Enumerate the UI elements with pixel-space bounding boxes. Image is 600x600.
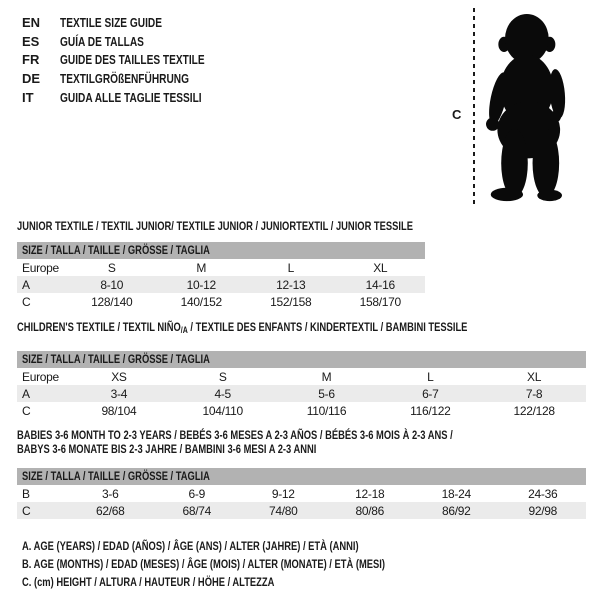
size-cell: 7-8 xyxy=(525,386,543,401)
size-cell: XS xyxy=(111,369,127,384)
language-code: DE xyxy=(22,71,41,87)
language-label: TEXTILGRÖßENFÜHRUNG xyxy=(60,71,190,87)
size-cell: S xyxy=(218,369,227,384)
table-row: C 62/68 68/74 74/80 80/86 86/92 92/98 xyxy=(17,502,586,519)
row-label: Europe xyxy=(22,260,59,275)
table-rows: Europe S M L XL A 8-10 10-12 12-13 14-16 C 128/140 1… xyxy=(17,259,425,310)
size-cell: 24-36 xyxy=(528,486,558,501)
children-size-table: CHILDREN'S TEXTILE / TEXTIL NIÑO/A / TEX… xyxy=(17,320,586,419)
language-row: FR GUIDE DES TAILLES TEXTILE xyxy=(22,51,245,70)
size-header-bar: SIZE / TALLA / TAILLE / GRÖSSE / TAGLIA xyxy=(17,242,425,259)
size-cell: 128/140 xyxy=(91,294,133,309)
row-label: C xyxy=(22,294,31,309)
size-cell: 3-6 xyxy=(102,486,119,501)
language-code: FR xyxy=(22,52,40,68)
table-row: C 98/104 104/110 110/116 116/122 122/128 xyxy=(17,402,586,419)
table-rows: Europe XS S M L XL A 3-4 4-5 5-6 6-7 7-8 C 98/104 104/… xyxy=(17,368,586,419)
language-list: EN TEXTILE SIZE GUIDE ES GUÍA DE TALLAS FR GU… xyxy=(22,13,245,107)
size-cell: L xyxy=(287,260,295,275)
size-cell: 116/122 xyxy=(410,403,451,418)
size-cell: 80/86 xyxy=(355,503,385,518)
language-row: DE TEXTILGRÖßENFÜHRUNG xyxy=(22,69,245,88)
size-cell: 12-18 xyxy=(355,486,385,501)
size-cell: XL xyxy=(527,369,542,384)
table-title-line2: BABYS 3-6 MONATE BIS 2-3 JAHRE / BAMBINI… xyxy=(17,442,317,456)
table-title: CHILDREN'S TEXTILE / TEXTIL NIÑO/A / TEX… xyxy=(17,320,468,335)
row-label: C xyxy=(22,403,31,418)
size-header-bar: SIZE / TALLA / TAILLE / GRÖSSE / TAGLIA xyxy=(17,468,586,485)
height-measure-line-icon xyxy=(473,8,475,206)
language-label: GUIDE DES TAILLES TEXTILE xyxy=(60,52,205,68)
language-code: ES xyxy=(22,33,40,49)
size-cell: 14-16 xyxy=(365,277,396,292)
language-label: GUIDA ALLE TAGLIE TESSILI xyxy=(60,90,202,106)
table-row: A 8-10 10-12 12-13 14-16 xyxy=(17,276,425,293)
language-row: EN TEXTILE SIZE GUIDE xyxy=(22,13,245,32)
size-cell: 74/80 xyxy=(268,503,298,518)
row-label: A xyxy=(22,277,30,292)
size-cell: 6-9 xyxy=(188,486,206,501)
size-cell: 110/116 xyxy=(306,403,347,418)
babies-size-table: BABIES 3-6 MONTH TO 2-3 YEARS / BEBÉS 3-… xyxy=(17,428,586,519)
footnote: A. AGE (YEARS) / EDAD (AÑOS) / ÂGE (ANS)… xyxy=(22,539,359,553)
footnote: B. AGE (MONTHS) / EDAD (MESES) / ÂGE (MO… xyxy=(22,557,385,571)
size-cell: 18-24 xyxy=(441,486,472,501)
size-cell: 62/68 xyxy=(95,503,125,518)
table-rows: B 3-6 6-9 9-12 12-18 18-24 24-36 C 62/68 68/74 74/… xyxy=(17,485,586,519)
table-row: C 128/140 140/152 152/158 158/170 xyxy=(17,293,425,310)
language-row: ES GUÍA DE TALLAS xyxy=(22,32,245,51)
size-cell: 6-7 xyxy=(422,386,439,401)
row-label: Europe xyxy=(22,369,59,384)
size-cell: 68/74 xyxy=(182,503,212,518)
size-cell: 12-13 xyxy=(276,277,306,292)
size-cell: 98/104 xyxy=(101,403,137,418)
size-cell: 140/152 xyxy=(180,294,223,309)
size-cell: 5-6 xyxy=(318,386,335,401)
row-label: A xyxy=(22,386,30,401)
size-cell: 3-4 xyxy=(110,386,128,401)
size-cell: XL xyxy=(373,260,388,275)
size-cell: 104/110 xyxy=(202,403,244,418)
size-cell: 10-12 xyxy=(186,277,217,292)
table-row: Europe S M L XL xyxy=(17,259,425,276)
size-cell: 4-5 xyxy=(214,386,231,401)
junior-size-table: JUNIOR TEXTILE / TEXTIL JUNIOR/ TEXTILE … xyxy=(17,219,425,310)
table-row: B 3-6 6-9 9-12 12-18 18-24 24-36 xyxy=(17,485,586,502)
language-code: IT xyxy=(22,90,34,106)
row-label: C xyxy=(22,503,31,518)
language-row: IT GUIDA ALLE TAGLIE TESSILI xyxy=(22,88,245,107)
size-cell: 92/98 xyxy=(528,503,558,518)
size-cell: 158/170 xyxy=(359,294,402,309)
table-title-line1: BABIES 3-6 MONTH TO 2-3 YEARS / BEBÉS 3-… xyxy=(17,428,453,442)
size-cell: 86/92 xyxy=(441,503,471,518)
language-label: TEXTILE SIZE GUIDE xyxy=(60,14,162,30)
table-row: Europe XS S M L XL xyxy=(17,368,586,385)
table-title: JUNIOR TEXTILE / TEXTIL JUNIOR/ TEXTILE … xyxy=(17,219,413,233)
language-code: EN xyxy=(22,14,41,30)
size-cell: L xyxy=(427,369,434,384)
size-cell: M xyxy=(321,369,332,384)
size-cell: 9-12 xyxy=(271,486,295,501)
size-cell: M xyxy=(196,260,207,275)
size-header-bar: SIZE / TALLA / TAILLE / GRÖSSE / TAGLIA xyxy=(17,351,586,368)
size-cell: 122/128 xyxy=(513,403,555,418)
language-label: GUÍA DE TALLAS xyxy=(60,33,144,49)
toddler-silhouette-icon xyxy=(486,13,566,202)
size-cell: 8-10 xyxy=(100,277,124,292)
size-cell: 152/158 xyxy=(270,294,312,309)
footnote: C. (cm) HEIGHT / ALTURA / HAUTEUR / HÖHE… xyxy=(22,575,275,589)
size-cell: S xyxy=(107,260,116,275)
height-measure-label: C xyxy=(452,107,462,122)
row-label: B xyxy=(22,486,30,501)
table-row: A 3-4 4-5 5-6 6-7 7-8 xyxy=(17,385,586,402)
footnote-list: A. AGE (YEARS) / EDAD (AÑOS) / ÂGE (ANS)… xyxy=(22,537,487,591)
